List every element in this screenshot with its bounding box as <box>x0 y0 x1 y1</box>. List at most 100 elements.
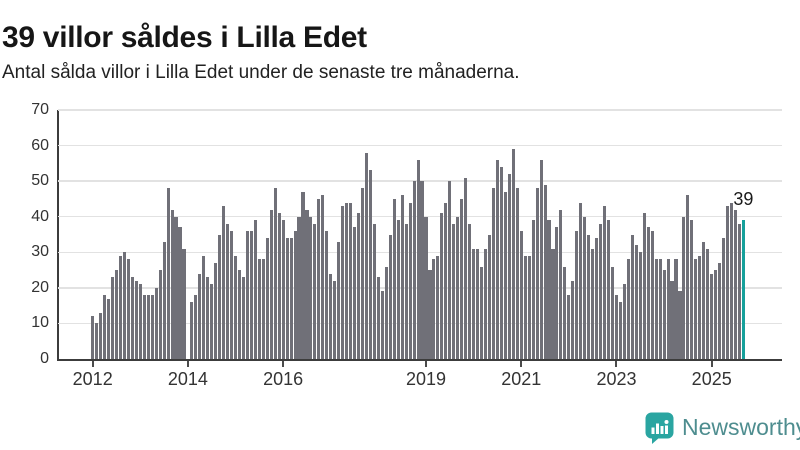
bar <box>110 277 115 359</box>
bar <box>265 238 269 359</box>
bar <box>591 248 595 359</box>
x-axis-tick <box>615 360 618 367</box>
bar <box>341 206 345 359</box>
y-gridline <box>58 180 782 182</box>
bar <box>610 266 615 359</box>
bar <box>317 198 321 359</box>
bar <box>626 259 630 359</box>
bar <box>698 255 702 359</box>
bar <box>126 259 130 359</box>
bar <box>531 220 535 359</box>
bar <box>658 259 662 359</box>
y-gridline <box>58 215 782 218</box>
bar <box>285 238 289 359</box>
x-axis-tick <box>282 360 285 367</box>
x-axis-label: 2021 <box>501 369 542 389</box>
x-axis-tick <box>186 360 189 367</box>
bar <box>412 181 416 359</box>
x-axis-label: 2019 <box>405 369 447 389</box>
bar <box>309 216 313 359</box>
bar <box>666 259 670 359</box>
bar <box>622 284 626 359</box>
bar <box>543 184 547 359</box>
bar <box>650 230 654 359</box>
bar <box>642 213 646 359</box>
bar <box>483 248 488 359</box>
newsworthy-logo[interactable]: Newsworthy <box>644 411 800 444</box>
bar <box>448 181 452 359</box>
bar <box>241 277 246 359</box>
bar <box>293 230 297 359</box>
bar <box>174 216 178 359</box>
bar <box>606 220 611 359</box>
y-axis-label: 40 <box>31 207 49 225</box>
bar <box>372 223 376 359</box>
bar <box>313 223 317 359</box>
bar <box>162 241 166 359</box>
bar <box>420 181 424 359</box>
bar <box>654 259 658 359</box>
y-gridline <box>58 251 782 254</box>
bar <box>194 294 198 359</box>
bar <box>325 230 329 359</box>
newsworthy-chart-bubble-icon <box>645 412 674 444</box>
bar <box>301 191 305 359</box>
bar <box>424 216 428 359</box>
bar <box>682 216 686 359</box>
bar <box>733 209 738 359</box>
bar <box>114 270 119 359</box>
bar <box>476 248 480 359</box>
bar <box>360 188 365 359</box>
bar <box>563 266 567 359</box>
page-title: 39 villor såldes i Lilla Edet <box>2 21 367 55</box>
bar <box>146 294 150 359</box>
bar <box>178 227 182 359</box>
bar <box>519 230 523 359</box>
bar <box>630 234 634 359</box>
bar <box>388 234 392 359</box>
bar <box>587 234 591 359</box>
bar <box>150 294 154 359</box>
bar <box>614 294 619 359</box>
bar <box>237 270 242 359</box>
bar <box>190 302 194 359</box>
bar <box>722 238 726 359</box>
bar <box>690 220 694 359</box>
bar <box>122 252 126 359</box>
bar <box>364 152 369 359</box>
bar <box>595 238 599 359</box>
bar-chart: 0 10 20 30 40 50 60 70 2012 2014 2016 2019 2021 2023 2… <box>31 102 782 389</box>
y-axis-label: 20 <box>31 278 49 296</box>
bar <box>289 238 293 359</box>
bar <box>523 255 527 359</box>
bar <box>210 284 214 359</box>
bar <box>539 159 543 359</box>
bar <box>432 259 436 359</box>
bar <box>214 262 218 359</box>
bar <box>662 270 666 359</box>
bar <box>329 273 333 359</box>
bar <box>487 234 492 359</box>
bar <box>444 202 448 359</box>
bar <box>583 216 587 359</box>
bar <box>464 177 468 359</box>
y-axis-label: 0 <box>40 350 49 367</box>
y-axis-label: 60 <box>31 136 49 154</box>
bar <box>503 191 507 359</box>
chart-subtitle: Antal sålda villor i Lilla Edet under de… <box>2 62 520 83</box>
bar <box>416 159 420 359</box>
y-gridline <box>58 144 782 147</box>
bar <box>222 206 226 359</box>
bar <box>376 277 380 359</box>
bar <box>91 316 95 359</box>
x-axis-tick <box>520 360 523 367</box>
bar <box>404 223 408 359</box>
bar <box>599 223 603 359</box>
bar <box>400 195 404 359</box>
logo-text: Newsworthy <box>682 414 800 440</box>
bar <box>261 259 265 359</box>
bar <box>726 206 730 359</box>
bar <box>154 287 158 359</box>
bar <box>357 213 361 359</box>
bar <box>345 202 349 359</box>
